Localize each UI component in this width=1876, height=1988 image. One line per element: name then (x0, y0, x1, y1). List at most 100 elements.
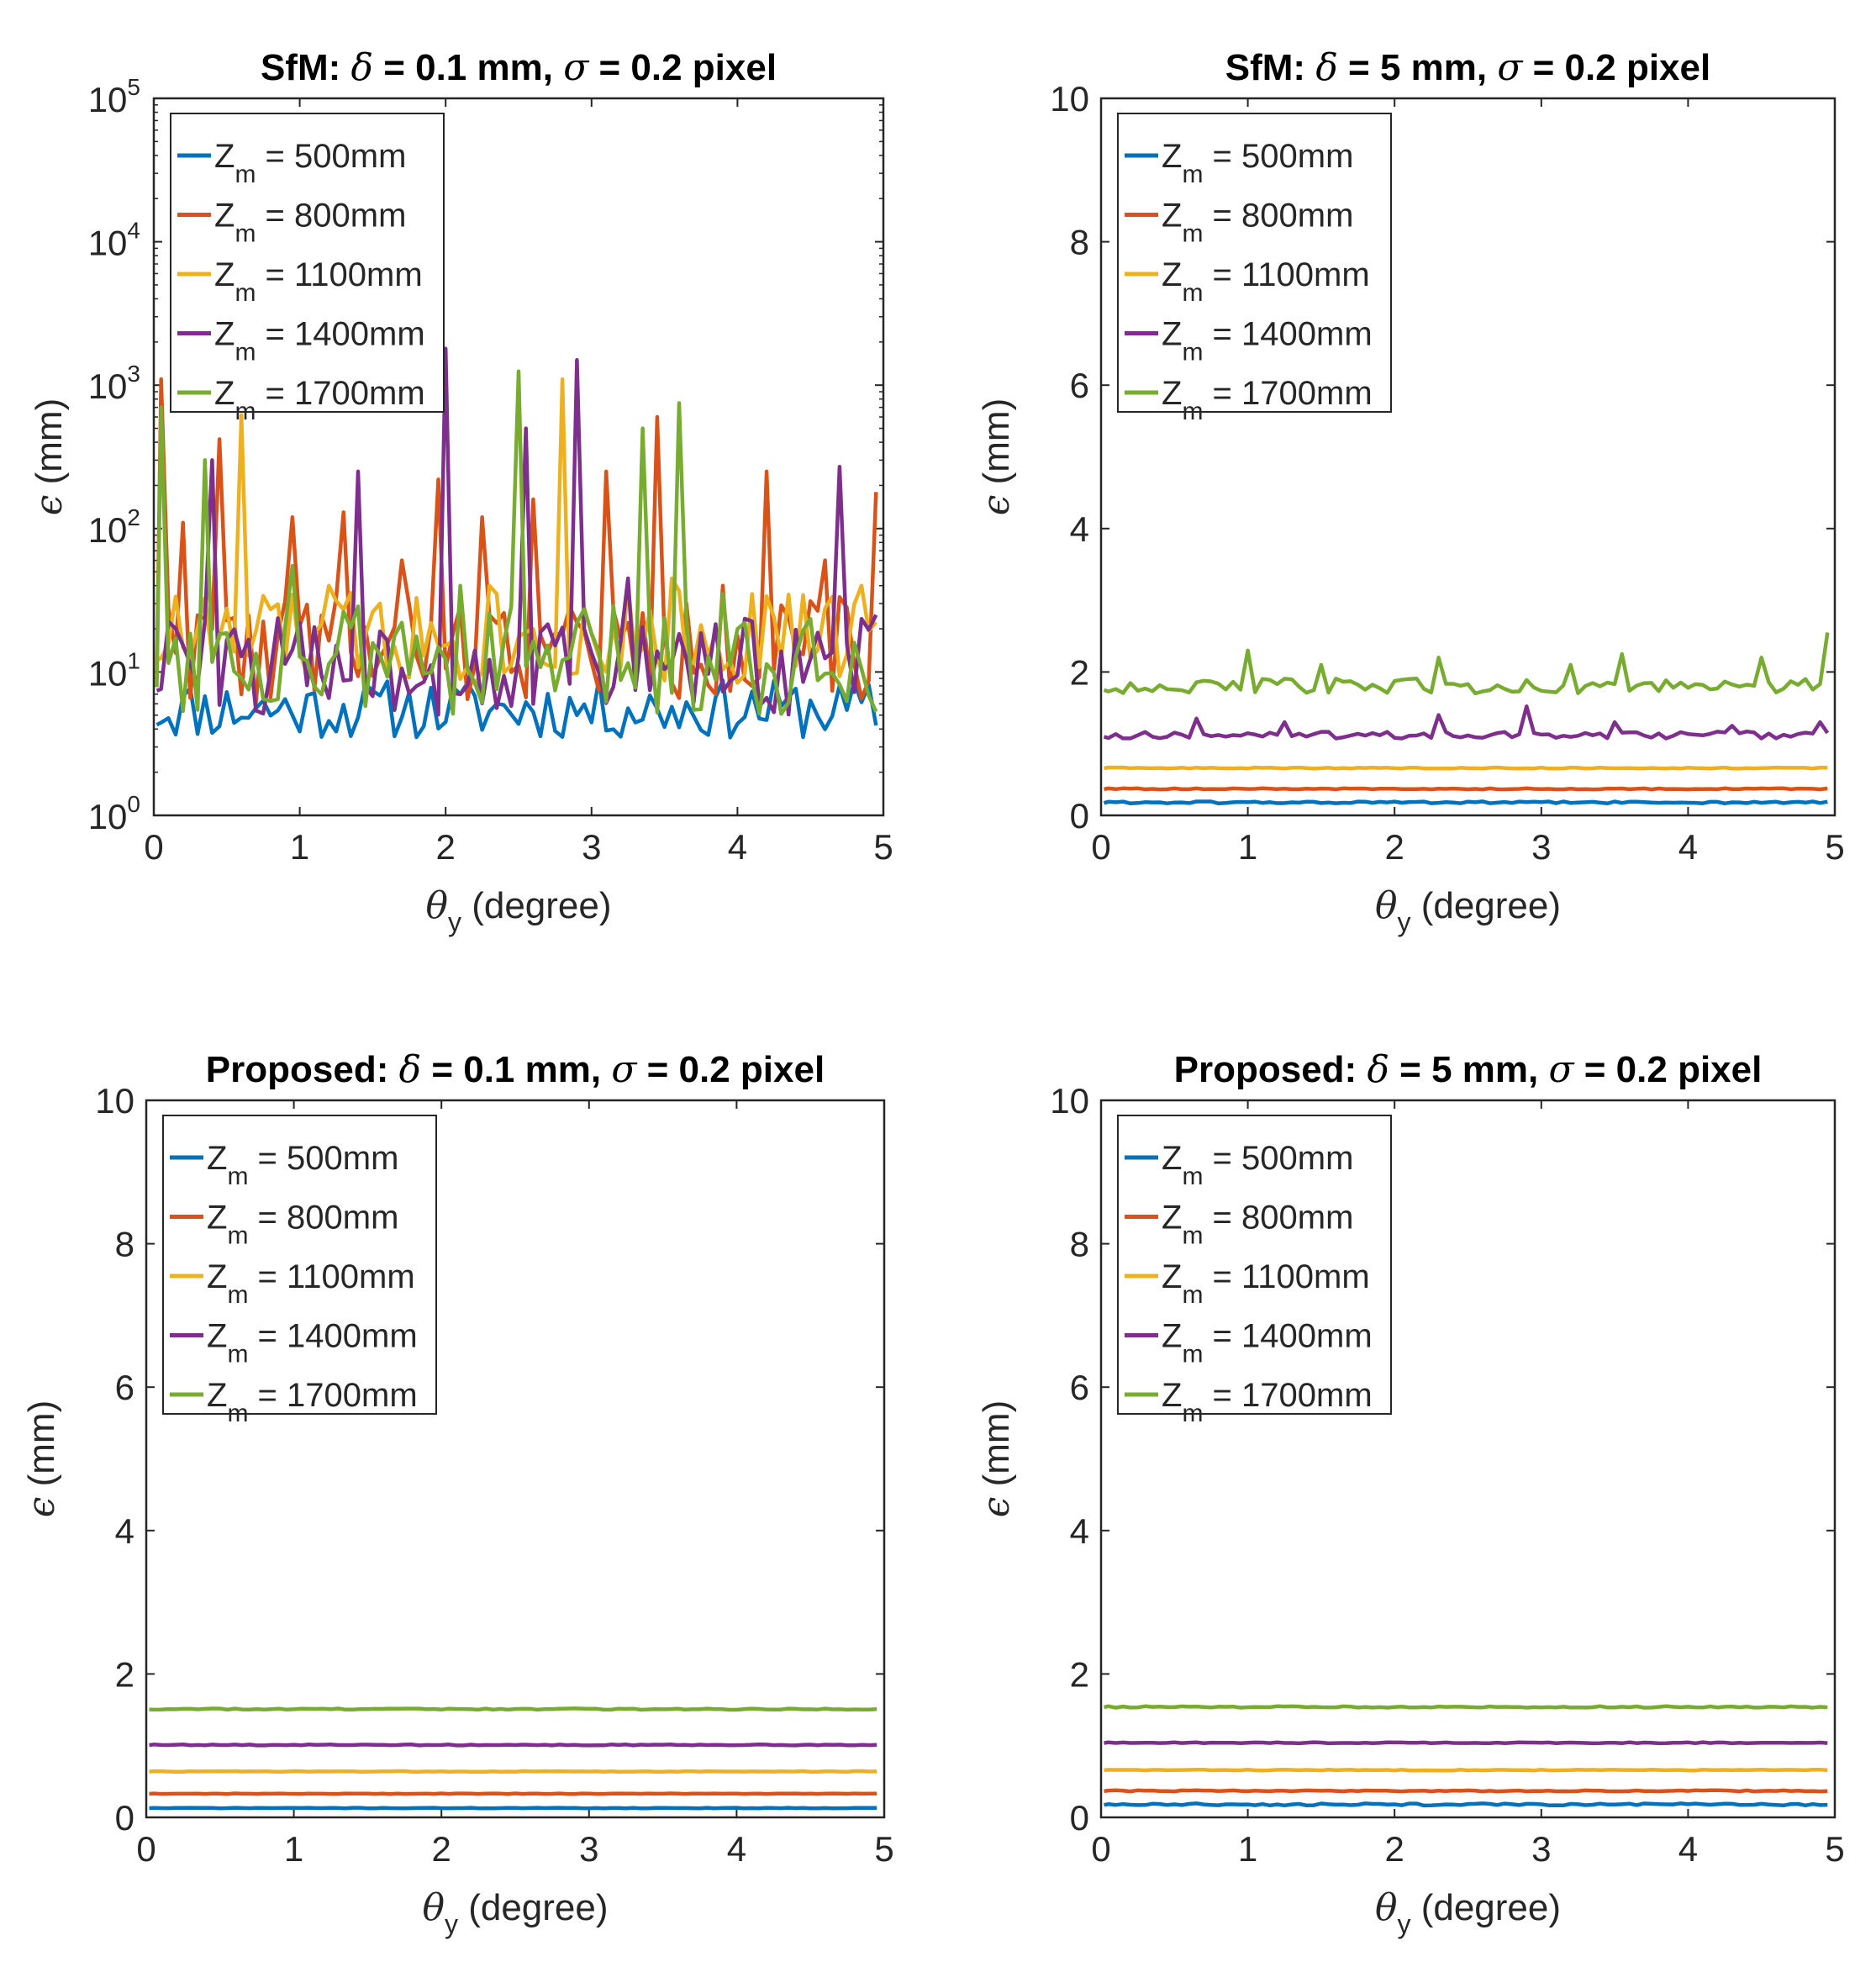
chart-title: SfM: δ = 0.1 mm, σ = 0.2 pixel (261, 46, 777, 89)
series-line-3 (155, 346, 878, 717)
series-line-2 (1104, 1767, 1828, 1773)
x-tick-label: 2 (432, 1829, 451, 1869)
y-tick-label: 10 (1050, 1081, 1089, 1121)
x-tick-label: 5 (874, 1829, 893, 1869)
x-tick-label: 5 (873, 827, 893, 867)
y-tick-label: 10 (1050, 79, 1089, 119)
y-tick-label: 2 (115, 1654, 134, 1694)
x-tick-label: 4 (1678, 827, 1698, 867)
y-tick-label: 2 (1070, 652, 1089, 692)
legend-entry: Zm = 1700mm (1162, 1377, 1373, 1427)
legend-box (170, 113, 445, 413)
legend-entry: Zm = 800mm (1162, 198, 1353, 248)
legend-entry: Zm = 1400mm (1162, 1318, 1373, 1368)
legend: Zm = 500mm Zm = 800mm Zm = 1100mm Zm = 1400… (170, 113, 445, 425)
y-tick-label: 100 (88, 791, 140, 836)
x-tick-label: 0 (136, 1829, 155, 1869)
legend-entry: Zm = 1400mm (1162, 316, 1373, 366)
chart-panel-bottom-right: Proposed: δ = 5 mm, σ = 0.2 pixel 0 1 2 3 4 5 0… (975, 1048, 1845, 1939)
y-tick-label: 103 (88, 361, 140, 406)
legend: Zm = 500mm Zm = 800mm Zm = 1100mm Zm = 1400… (162, 1115, 437, 1427)
y-tick-label: 8 (115, 1225, 134, 1264)
chart-title: SfM: δ = 5 mm, σ = 0.2 pixel (1225, 46, 1710, 89)
x-tick-label: 4 (728, 827, 747, 867)
y-tick-label: 4 (1070, 1511, 1089, 1551)
legend-entry: Zm = 500mm (1162, 1140, 1353, 1190)
legend: Zm = 500mm Zm = 800mm Zm = 1100mm Zm = 1400… (1117, 1115, 1392, 1427)
x-axis-label: θy (degree) (425, 884, 611, 937)
x-tick-label: 2 (1385, 1829, 1404, 1869)
series-group (155, 346, 878, 740)
series-line-0 (1103, 799, 1828, 806)
legend-entry: Zm = 1100mm (207, 1258, 415, 1309)
y-tick-label: 10 (95, 1081, 134, 1121)
chart-panel-bottom-left: Proposed: δ = 0.1 mm, σ = 0.2 pixel 0 1 2 3 4… (20, 1048, 894, 1939)
series-group (1103, 1704, 1828, 1808)
x-tick-label: 0 (1091, 827, 1110, 867)
legend-box (162, 1115, 437, 1415)
y-tick-label: 4 (115, 1511, 134, 1551)
y-tick-label: 0 (1070, 1798, 1089, 1838)
x-tick-label: 5 (1825, 827, 1844, 867)
legend-entry: Zm = 800mm (1162, 1200, 1353, 1250)
x-tick-label: 3 (1531, 827, 1551, 867)
legend: Zm = 500mm Zm = 800mm Zm = 1100mm Zm = 1400… (1117, 113, 1392, 425)
series-line-4 (149, 1706, 877, 1712)
x-tick-label: 2 (436, 827, 456, 867)
legend-entry: Zm = 800mm (214, 198, 406, 248)
legend-entry: Zm = 1100mm (214, 256, 423, 307)
series-line-1 (1104, 786, 1828, 792)
series-line-2 (155, 377, 878, 686)
legend-entry: Zm = 500mm (214, 138, 406, 188)
legend-entry: Zm = 1400mm (207, 1318, 418, 1368)
x-tick-label: 4 (1678, 1829, 1698, 1869)
series-line-4 (155, 369, 878, 716)
legend-entry: Zm = 1700mm (207, 1377, 418, 1427)
legend-box (1117, 113, 1392, 413)
x-tick-label: 1 (1238, 1829, 1257, 1869)
y-tick-label: 0 (1070, 796, 1089, 836)
legend-entry: Zm = 1100mm (1162, 256, 1370, 307)
series-line-3 (149, 1743, 877, 1748)
y-tick-label: 2 (1070, 1654, 1089, 1694)
series-line-1 (1104, 1788, 1828, 1794)
y-tick-label: 6 (115, 1368, 134, 1407)
series-line-4 (1103, 632, 1830, 696)
y-tick-label: 4 (1070, 509, 1089, 549)
legend-entry: Zm = 1100mm (1162, 1258, 1370, 1309)
y-tick-label: 105 (88, 74, 140, 119)
x-tick-label: 1 (290, 827, 309, 867)
chart-title: Proposed: δ = 0.1 mm, σ = 0.2 pixel (206, 1048, 825, 1091)
x-axis-label: θy (degree) (422, 1886, 608, 1939)
y-axis-label: ϵ (mm) (28, 398, 71, 516)
legend-entry: Zm = 1700mm (1162, 375, 1373, 425)
x-tick-label: 3 (582, 827, 601, 867)
y-tick-label: 102 (88, 504, 140, 550)
legend-box (1117, 1115, 1392, 1415)
series-line-2 (1104, 765, 1828, 771)
y-tick-label: 104 (88, 218, 140, 263)
x-tick-label: 0 (144, 827, 163, 867)
x-tick-label: 4 (727, 1829, 746, 1869)
x-tick-label: 1 (1238, 827, 1257, 867)
y-tick-label: 0 (115, 1798, 134, 1838)
series-line-4 (1103, 1704, 1828, 1710)
series-group (149, 1706, 877, 1811)
y-tick-label: 8 (1070, 223, 1089, 262)
chart-panel-top-left: SfM: δ = 0.1 mm, σ = 0.2 pixel 0 1 2 3 4 5 100 1… (28, 46, 893, 937)
x-tick-label: 5 (1825, 1829, 1844, 1869)
y-tick-label: 101 (88, 647, 140, 693)
x-axis-label: θy (degree) (1375, 884, 1561, 937)
x-tick-label: 3 (1531, 1829, 1551, 1869)
series-group (1103, 632, 1830, 806)
x-axis-label: θy (degree) (1375, 1886, 1561, 1939)
y-tick-label: 8 (1070, 1225, 1089, 1264)
legend-entry: Zm = 800mm (207, 1200, 398, 1250)
y-axis-label: ϵ (mm) (20, 1400, 63, 1518)
chart-title: Proposed: δ = 5 mm, σ = 0.2 pixel (1174, 1048, 1763, 1091)
x-tick-label: 3 (579, 1829, 598, 1869)
series-line-2 (149, 1769, 877, 1774)
x-tick-label: 1 (284, 1829, 303, 1869)
x-tick-label: 2 (1385, 827, 1404, 867)
series-line-0 (1104, 1801, 1828, 1808)
